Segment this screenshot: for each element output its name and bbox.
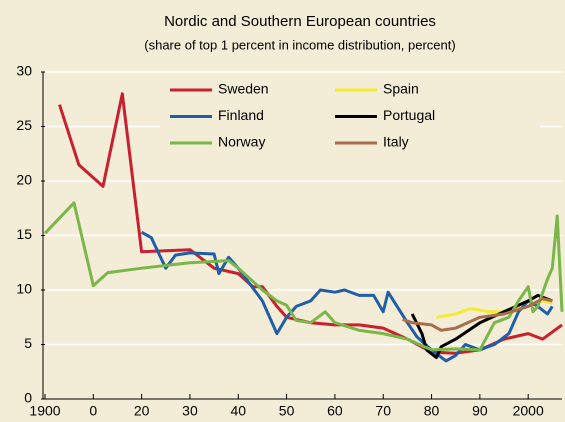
x-tick-label: 20 — [134, 403, 150, 419]
line-series — [140, 230, 554, 363]
x-tick-label: 60 — [327, 403, 343, 419]
y-tick-label: 5 — [24, 335, 32, 351]
legend-label: Norway — [218, 134, 265, 150]
line-series — [402, 297, 553, 332]
legend-label: Sweden — [218, 81, 269, 97]
y-tick-label: 0 — [24, 390, 32, 406]
x-tick-label: 0 — [89, 403, 97, 419]
line-series — [43, 201, 564, 352]
y-tick-label: 10 — [16, 281, 32, 297]
x-tick-label: 70 — [375, 403, 391, 419]
legend-label: Italy — [383, 134, 409, 150]
y-tick-label: 25 — [16, 117, 32, 133]
chart-title: Nordic and Southern European countries — [164, 13, 436, 30]
x-tick-label: 90 — [472, 403, 488, 419]
y-tick-label: 30 — [16, 63, 32, 79]
legend-label: Finland — [218, 107, 264, 123]
x-tick-label: 30 — [182, 403, 198, 419]
chart-subtitle: (share of top 1 percent in income distri… — [144, 37, 455, 52]
x-tick-label: 40 — [230, 403, 246, 419]
legend-label: Spain — [383, 81, 419, 97]
x-tick-label: 50 — [279, 403, 295, 419]
legend-label: Portugal — [383, 107, 435, 123]
x-tick-label: 2000 — [513, 403, 544, 419]
y-tick-label: 20 — [16, 172, 32, 188]
y-tick-label: 15 — [16, 226, 32, 242]
x-tick-label: 1900 — [29, 403, 60, 419]
x-tick-label: 80 — [424, 403, 440, 419]
